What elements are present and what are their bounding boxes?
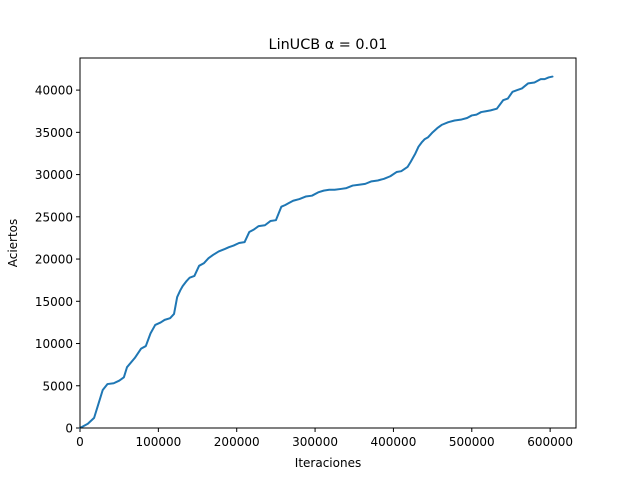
x-tick-label: 500000	[449, 435, 495, 449]
x-tick-label: 200000	[214, 435, 260, 449]
y-tick-label: 40000	[35, 84, 73, 98]
y-tick-label: 15000	[35, 295, 73, 309]
x-tick-label: 0	[76, 435, 84, 449]
x-tick-label: 600000	[527, 435, 573, 449]
chart-title: LinUCB α = 0.01	[269, 37, 388, 53]
y-tick-label: 5000	[42, 379, 73, 393]
y-tick-label: 25000	[35, 210, 73, 224]
y-axis-label: Aciertos	[6, 219, 20, 268]
y-tick-label: 20000	[35, 253, 73, 267]
y-tick-label: 35000	[35, 126, 73, 140]
y-tick-label: 0	[65, 422, 73, 436]
series-line	[79, 75, 554, 429]
x-tick-label: 300000	[292, 435, 338, 449]
plot-frame	[79, 57, 577, 429]
x-axis-label: Iteraciones	[295, 456, 361, 470]
y-axis-ticks: 0 5000 10000 15000 20000 25000 30000 35000 40000	[35, 84, 80, 436]
x-tick-label: 100000	[135, 435, 181, 449]
y-tick-label: 30000	[35, 168, 73, 182]
x-tick-label: 400000	[371, 435, 417, 449]
y-tick-label: 10000	[35, 337, 73, 351]
